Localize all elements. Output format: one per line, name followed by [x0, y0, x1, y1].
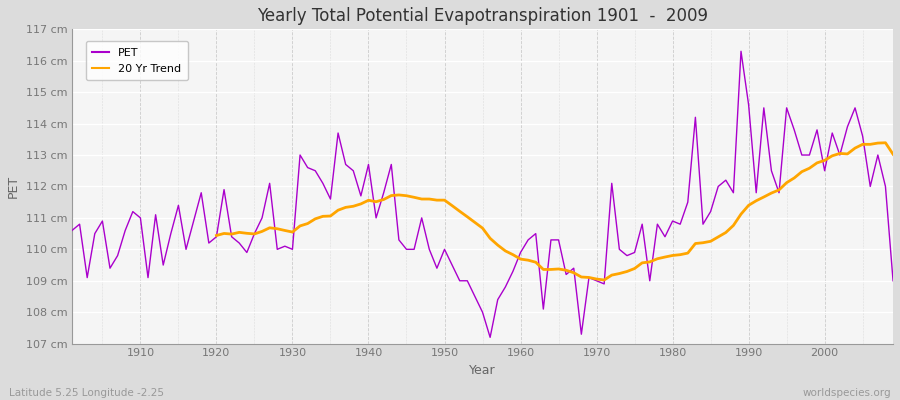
X-axis label: Year: Year [469, 364, 496, 377]
Text: worldspecies.org: worldspecies.org [803, 388, 891, 398]
Y-axis label: PET: PET [7, 175, 20, 198]
Text: Latitude 5.25 Longitude -2.25: Latitude 5.25 Longitude -2.25 [9, 388, 164, 398]
Title: Yearly Total Potential Evapotranspiration 1901  -  2009: Yearly Total Potential Evapotranspiratio… [257, 7, 708, 25]
Legend: PET, 20 Yr Trend: PET, 20 Yr Trend [86, 41, 188, 80]
